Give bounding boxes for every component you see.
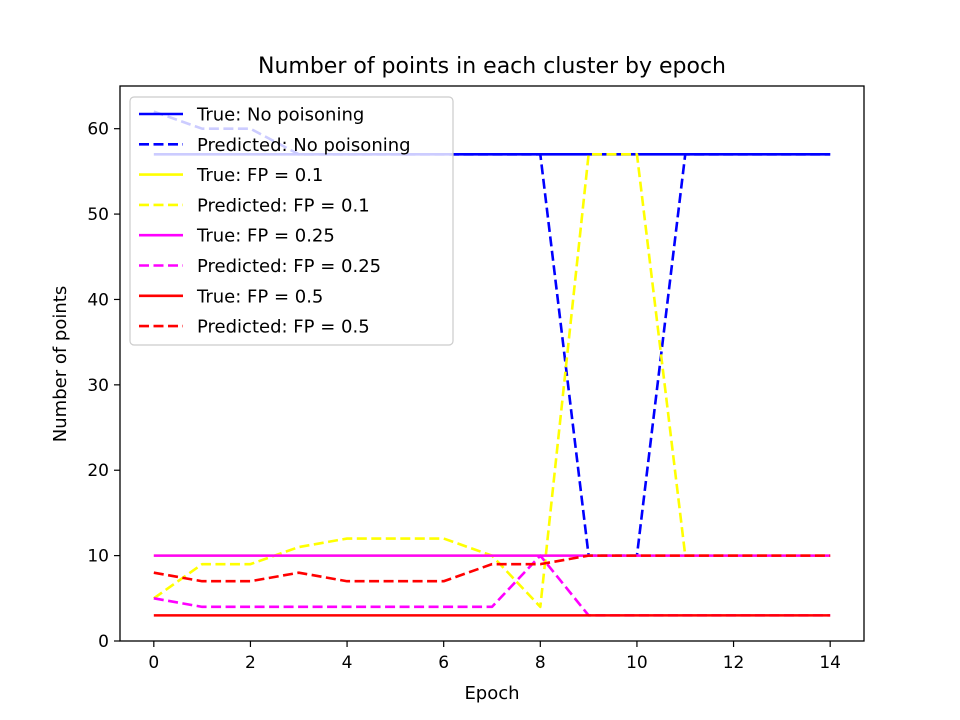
y-tick-label: 10 — [87, 547, 109, 567]
y-tick-label: 40 — [87, 290, 109, 310]
legend-label-2: Predicted: No poisoning — [197, 135, 411, 156]
x-tick-label: 14 — [819, 653, 841, 673]
x-axis: 0 2 4 6 8 10 12 14 — [148, 641, 841, 673]
legend-label-8: Predicted: FP = 0.5 — [197, 317, 370, 338]
legend-box — [129, 96, 454, 346]
x-tick-label: 10 — [626, 653, 648, 673]
legend-label-7: True: FP = 0.5 — [196, 286, 323, 307]
x-tick-label: 6 — [438, 653, 449, 673]
x-tick-label: 8 — [535, 653, 546, 673]
series-line-8 — [153, 554, 831, 583]
y-axis: 0 10 20 30 40 50 60 — [87, 120, 120, 652]
x-tick-label: 0 — [148, 653, 159, 673]
plot-area-frame — [119, 85, 865, 642]
y-tick-label: 0 — [98, 632, 109, 652]
y-tick-label: 20 — [87, 461, 109, 481]
y-tick-label: 30 — [87, 376, 109, 396]
y-tick-label: 60 — [87, 120, 109, 140]
legend-label-6: Predicted: FP = 0.25 — [197, 256, 381, 277]
legend-label-5: True: FP = 0.25 — [196, 226, 335, 247]
x-tick-label: 4 — [342, 653, 353, 673]
chart-title: Number of points in each cluster by epoc… — [258, 54, 726, 79]
y-tick-label: 50 — [87, 205, 109, 225]
x-tick-label: 12 — [723, 653, 745, 673]
x-axis-label: Epoch — [464, 683, 519, 704]
y-axis-label: Number of points — [50, 286, 71, 442]
legend: True: No poisoning Predicted: No poisonin… — [129, 96, 454, 346]
legend-label-3: True: FP = 0.1 — [196, 165, 323, 186]
x-tick-label: 2 — [245, 653, 256, 673]
legend-label-1: True: No poisoning — [196, 105, 364, 126]
legend-label-4: Predicted: FP = 0.1 — [197, 195, 370, 216]
